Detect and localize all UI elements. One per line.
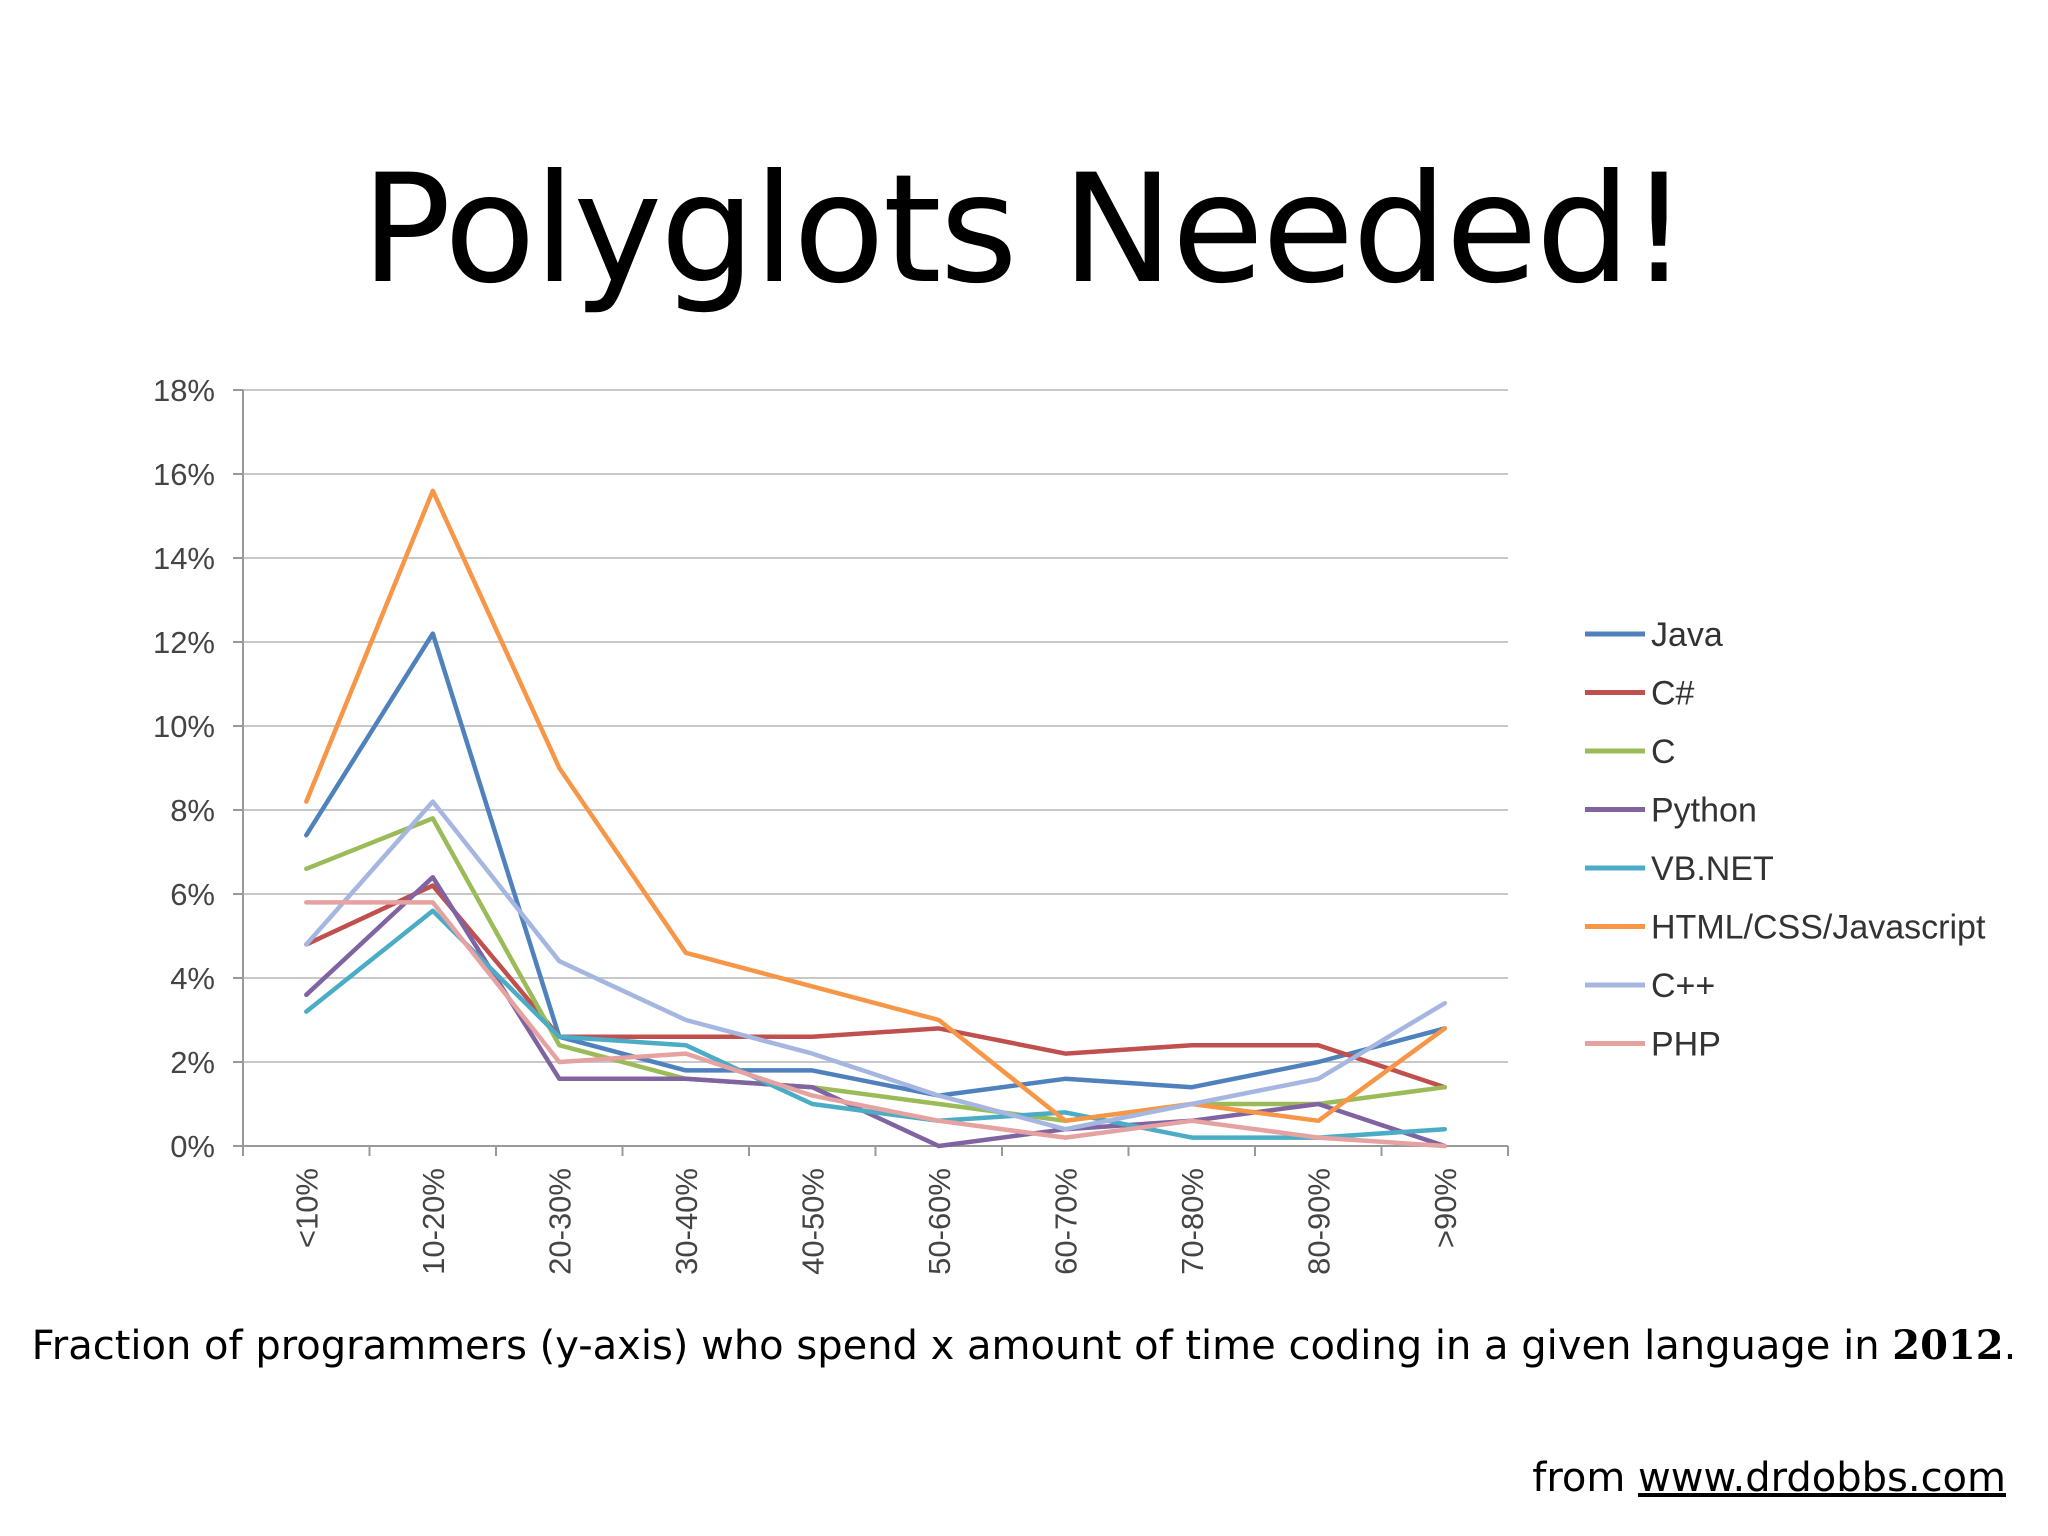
x-tick-label: 10-20% <box>416 1168 451 1275</box>
y-tick-label: 0% <box>170 1129 215 1164</box>
x-tick-label: 40-50% <box>795 1168 830 1275</box>
source-prefix: from <box>1532 1455 1639 1501</box>
grid-lines <box>243 389 1508 1063</box>
legend-label: VB.NET <box>1651 850 1774 888</box>
y-tick-label: 2% <box>170 1045 215 1080</box>
x-tick-labels: <10% 10-20% 20-30% 30-40% 40-50% 50-60% 60-70%… <box>289 1168 1463 1275</box>
axes <box>233 389 1509 1156</box>
y-tick-label: 4% <box>170 961 215 996</box>
y-tick-label: 12% <box>153 625 215 660</box>
legend-label: PHP <box>1651 1026 1721 1064</box>
series-line-java <box>304 631 1448 1098</box>
y-tick-label: 6% <box>170 877 215 912</box>
legend-label: Python <box>1651 792 1757 830</box>
slide-title: Polyglots Needed! <box>360 143 1689 317</box>
y-tick-label: 10% <box>153 709 215 744</box>
x-tick-label: 20-30% <box>542 1168 577 1275</box>
source-credit: from www.drdobbs.com <box>1532 1455 2006 1501</box>
x-tick-label: <10% <box>289 1168 324 1248</box>
series-lines <box>304 488 1448 1149</box>
x-tick-label: 30-40% <box>669 1168 704 1275</box>
x-tick-label: 50-60% <box>922 1168 957 1275</box>
x-tick-label: >90% <box>1428 1168 1463 1248</box>
series-line-c# <box>304 883 1448 1090</box>
line-chart: 0% 2% 4% 6% 8% 10% 12% 14% 16% 18% <10% 10-20% 20-3… <box>153 373 1986 1275</box>
y-tick-label: 8% <box>170 793 215 828</box>
legend-label: C# <box>1651 675 1695 713</box>
caption-text: Fraction of programmers (y-axis) who spe… <box>31 1323 1893 1369</box>
x-tick-label: 80-90% <box>1301 1168 1336 1275</box>
legend-label: C <box>1651 733 1676 771</box>
caption-year: 2012 <box>1892 1322 2004 1369</box>
series-line-vb-net <box>304 908 1448 1140</box>
caption-suffix: . <box>2003 1323 2017 1369</box>
source-link[interactable]: www.drdobbs.com <box>1638 1455 2006 1501</box>
legend-label: HTML/CSS/Javascript <box>1651 909 1986 947</box>
y-tick-labels: 0% 2% 4% 6% 8% 10% 12% 14% 16% 18% <box>153 373 215 1164</box>
series-line-c <box>304 816 1448 1124</box>
x-tick-label: 70-80% <box>1175 1168 1210 1275</box>
legend-label: C++ <box>1651 967 1715 1005</box>
legend-label: Java <box>1651 616 1723 654</box>
y-tick-label: 18% <box>153 373 215 408</box>
x-tick-label: 60-70% <box>1048 1168 1083 1275</box>
caption: Fraction of programmers (y-axis) who spe… <box>0 1322 2048 1369</box>
series-line-php <box>304 900 1448 1149</box>
series-line-html-css-javascript <box>304 488 1448 1124</box>
series-line-c++ <box>304 799 1448 1132</box>
y-tick-label: 16% <box>153 457 215 492</box>
legend: Java C# C Python VB.NET HTML/CSS/Javascript C+… <box>1585 616 1986 1064</box>
y-tick-label: 14% <box>153 541 215 576</box>
